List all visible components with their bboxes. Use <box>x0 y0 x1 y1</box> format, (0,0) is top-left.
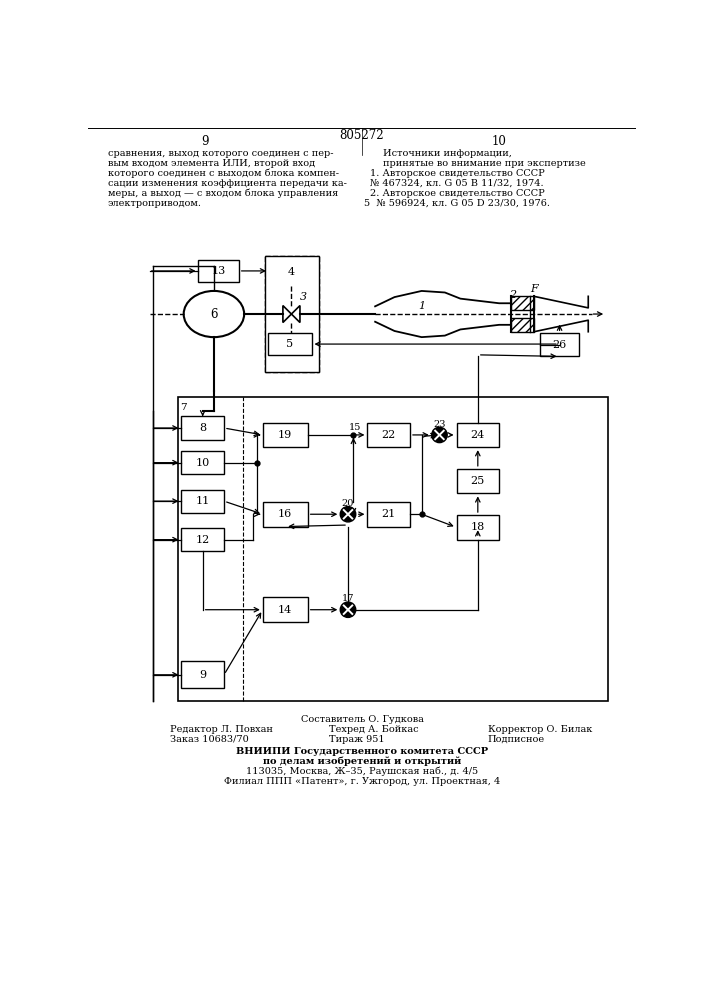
Text: по делам изобретений и открытий: по делам изобретений и открытий <box>263 757 461 766</box>
Text: 12: 12 <box>196 535 210 545</box>
Text: электроприводом.: электроприводом. <box>107 199 201 208</box>
Bar <box>265 256 320 372</box>
Bar <box>182 451 224 474</box>
Text: 5  № 596924, кл. G 05 D 23/30, 1976.: 5 № 596924, кл. G 05 D 23/30, 1976. <box>363 199 549 208</box>
Text: 7: 7 <box>180 403 187 412</box>
Text: 1. Авторское свидетельство СССР: 1. Авторское свидетельство СССР <box>370 169 544 178</box>
Text: 6: 6 <box>210 308 218 321</box>
Text: F: F <box>530 284 538 294</box>
Text: 22: 22 <box>382 430 396 440</box>
Text: 3: 3 <box>300 292 308 302</box>
Bar <box>457 469 499 493</box>
Text: 805272: 805272 <box>339 129 385 142</box>
Text: 2: 2 <box>510 290 517 300</box>
Text: 20: 20 <box>341 499 354 508</box>
Bar <box>263 597 308 622</box>
Text: 4: 4 <box>288 267 295 277</box>
Bar <box>265 256 320 372</box>
Bar <box>182 528 224 551</box>
Text: 25: 25 <box>471 476 485 486</box>
Text: 21: 21 <box>382 509 396 519</box>
Text: сравнения, выход которого соединен с пер-: сравнения, выход которого соединен с пер… <box>107 149 333 158</box>
Text: которого соединен с выходом блока компен-: которого соединен с выходом блока компен… <box>107 168 339 178</box>
Bar <box>457 515 499 540</box>
Bar <box>368 502 410 527</box>
Text: 23: 23 <box>433 420 445 429</box>
Text: 24: 24 <box>471 430 485 440</box>
Bar <box>182 490 224 513</box>
Text: Техред А. Бойкас: Техред А. Бойкас <box>329 725 419 734</box>
Text: Тираж 951: Тираж 951 <box>329 735 384 744</box>
Text: меры, а выход — с входом блока управления: меры, а выход — с входом блока управлени… <box>107 188 338 198</box>
Bar <box>199 260 239 282</box>
Bar <box>263 502 308 527</box>
Text: ВНИИПИ Государственного комитета СССР: ВНИИПИ Государственного комитета СССР <box>236 747 488 756</box>
Bar <box>540 333 579 356</box>
Text: вым входом элемента ИЛИ, второй вход: вым входом элемента ИЛИ, второй вход <box>107 159 315 168</box>
Bar <box>510 296 534 310</box>
Text: 18: 18 <box>471 522 485 532</box>
Bar <box>182 416 224 440</box>
Text: принятые во внимание при экспертизе: принятые во внимание при экспертизе <box>383 159 585 168</box>
Bar <box>182 661 224 688</box>
Bar <box>269 259 314 286</box>
Text: 17: 17 <box>341 594 354 603</box>
Text: Подписное: Подписное <box>488 735 544 744</box>
Text: 26: 26 <box>552 340 567 350</box>
Text: Составитель О. Гудкова: Составитель О. Гудкова <box>300 715 423 724</box>
Circle shape <box>340 507 356 522</box>
Text: Редактор Л. Повхан: Редактор Л. Повхан <box>170 725 273 734</box>
Text: 14: 14 <box>278 605 293 615</box>
Text: Корректор О. Билак: Корректор О. Билак <box>488 725 592 734</box>
Text: 10: 10 <box>196 458 210 468</box>
Text: Источники информации,: Источники информации, <box>383 149 512 158</box>
Bar <box>268 333 312 355</box>
Text: Филиал ППП «Патент», г. Ужгород, ул. Проектная, 4: Филиал ППП «Патент», г. Ужгород, ул. Про… <box>224 777 500 786</box>
Text: 11: 11 <box>196 496 210 506</box>
Text: 9: 9 <box>201 135 209 148</box>
Text: 15: 15 <box>349 423 361 432</box>
Text: 5: 5 <box>286 339 293 349</box>
Text: 16: 16 <box>278 509 293 519</box>
Text: Заказ 10683/70: Заказ 10683/70 <box>170 735 248 744</box>
Text: 8: 8 <box>199 423 206 433</box>
Bar <box>457 423 499 447</box>
Text: 1: 1 <box>418 301 425 311</box>
Text: 113035, Москва, Ж–35, Раушская наб., д. 4/5: 113035, Москва, Ж–35, Раушская наб., д. … <box>246 767 478 776</box>
Bar <box>263 423 308 447</box>
Bar <box>177 397 607 701</box>
Circle shape <box>340 602 356 617</box>
Circle shape <box>432 427 448 443</box>
Text: 19: 19 <box>278 430 293 440</box>
Text: 10: 10 <box>491 135 506 148</box>
Text: 13: 13 <box>211 266 226 276</box>
Text: 2. Авторское свидетельство СССР: 2. Авторское свидетельство СССР <box>370 189 544 198</box>
Bar <box>510 318 534 332</box>
Bar <box>368 423 410 447</box>
Text: № 467324, кл. G 05 В 11/32, 1974.: № 467324, кл. G 05 В 11/32, 1974. <box>370 179 543 188</box>
Text: сации изменения коэффициента передачи ка-: сации изменения коэффициента передачи ка… <box>107 179 346 188</box>
Text: 9: 9 <box>199 670 206 680</box>
